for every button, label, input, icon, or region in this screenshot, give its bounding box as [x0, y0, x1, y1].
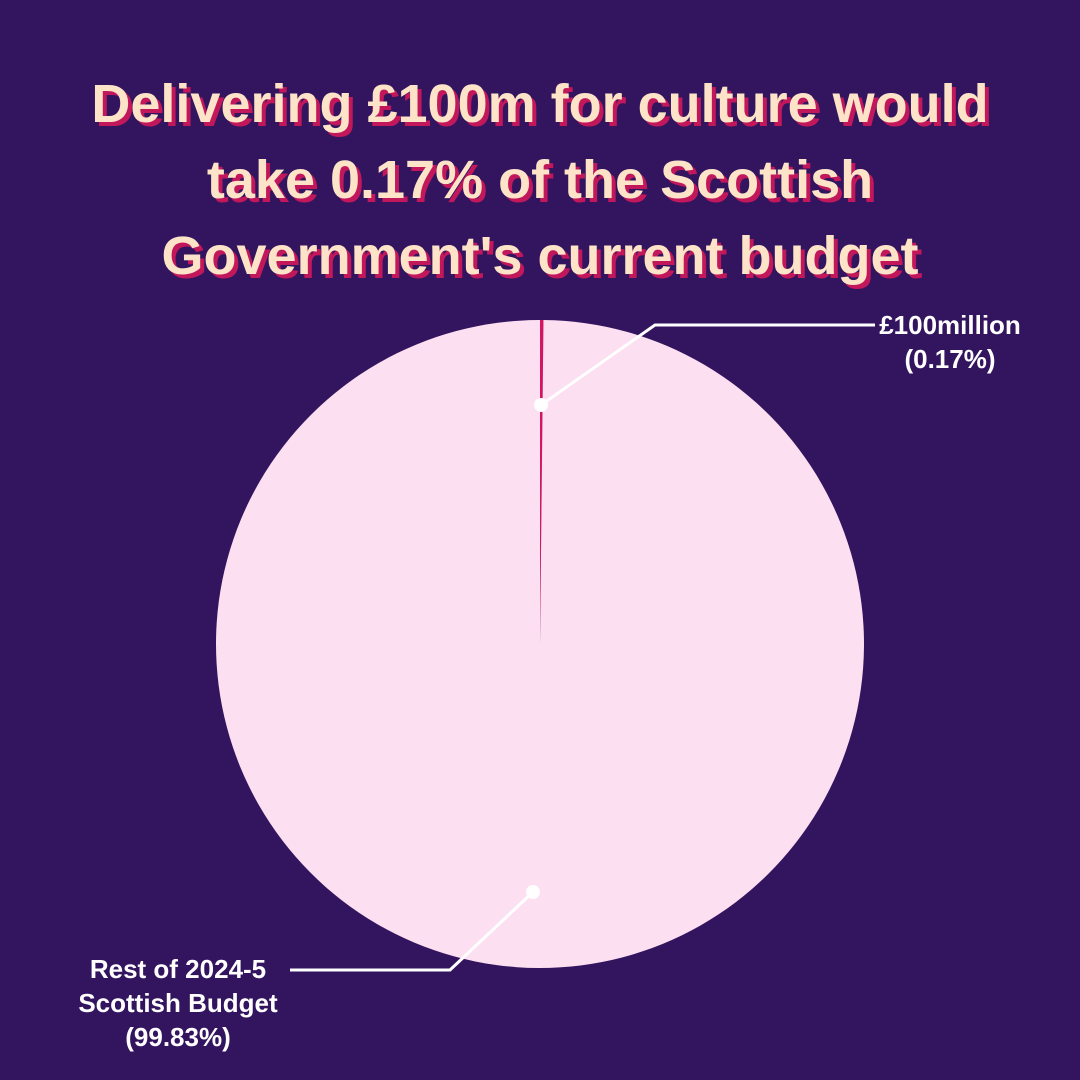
chart-title: Delivering £100m for culture would take …: [91, 74, 989, 286]
pie: [215, 320, 864, 969]
pie-slice: [215, 320, 864, 969]
category-label: £100million: [879, 310, 1021, 340]
slice-label: Rest of 2024-5 Scottish Budget (99.83%): [50, 952, 306, 1054]
category-label: Rest of 2024-5 Scottish Budget: [78, 954, 278, 1018]
leader-line: [540, 323, 875, 407]
value-label: (99.83%): [125, 1022, 231, 1052]
leader-line: [290, 890, 535, 972]
leader-dot: [534, 398, 548, 412]
leader-dot: [526, 885, 540, 899]
value-label: (0.17%): [904, 344, 996, 374]
slice-label: £100million (0.17%): [870, 308, 1030, 376]
